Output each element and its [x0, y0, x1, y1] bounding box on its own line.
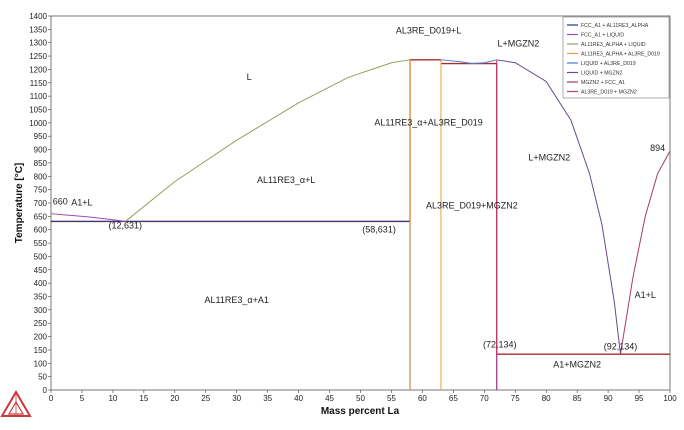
- legend-item-label: LIQUID + AL3RE_D019: [581, 61, 636, 67]
- y-tick-label: 800: [34, 172, 48, 181]
- x-tick-label: 20: [170, 394, 179, 403]
- y-axis-title: Temperature [°C]: [14, 163, 25, 244]
- x-tick-label: 60: [418, 394, 427, 403]
- legend-item-label: AL11RE3_ALPHA + AL3RE_D019: [581, 52, 660, 58]
- annotation-label: A1+L: [71, 198, 92, 208]
- y-tick-label: 550: [34, 239, 48, 248]
- annotation-label: (72,134): [483, 339, 517, 349]
- legend-item-label: AL11RE3_ALPHA + LIQUID: [581, 42, 646, 48]
- y-tick-label: 400: [34, 279, 48, 288]
- y-tick-label: 200: [34, 333, 48, 342]
- y-axis-ticks: 0 50 100 150 200 250 300 350 400 450 500 550 600 650 7…: [29, 12, 51, 395]
- annotation-label: 894: [650, 143, 665, 153]
- x-tick-label: 70: [480, 394, 489, 403]
- annotation-label: L: [247, 72, 252, 82]
- y-tick-label: 100: [34, 359, 48, 368]
- y-tick-label: 250: [34, 319, 48, 328]
- y-tick-label: 600: [34, 226, 48, 235]
- y-tick-label: 1200: [29, 65, 47, 74]
- x-tick-label: 5: [80, 394, 85, 403]
- series-line-4-0: [440, 59, 497, 65]
- annotation-label: L+MGZN2: [528, 152, 570, 162]
- annotation-label: L+MGZN2: [497, 39, 539, 49]
- x-tick-label: 25: [201, 394, 210, 403]
- x-tick-label: 65: [449, 394, 458, 403]
- annotation-label: (92,134): [604, 341, 638, 351]
- y-tick-label: 950: [34, 132, 48, 141]
- x-tick-label: 75: [511, 394, 520, 403]
- annotation-label: AL3RE_D019+L: [396, 25, 461, 35]
- legend-item-label: FCC_A1 + AL11RE3_ALPHA: [581, 23, 649, 29]
- y-tick-label: 300: [34, 306, 48, 315]
- y-tick-label: 350: [34, 293, 48, 302]
- annotation-label: AL11RE3_α+L: [257, 175, 315, 185]
- y-tick-label: 0: [43, 386, 48, 395]
- series-line-6-0: [619, 150, 671, 355]
- series-line-5-0: [496, 59, 621, 355]
- y-tick-label: 1150: [30, 79, 48, 88]
- y-tick-label: 1100: [30, 92, 48, 101]
- legend-item-label: FCC_A1 + LIQUID: [581, 33, 624, 39]
- y-tick-label: 500: [34, 252, 48, 261]
- annotation-label: (12,631): [109, 220, 143, 230]
- y-tick-label: 1350: [29, 25, 47, 34]
- series-line-2-0: [124, 59, 411, 222]
- annotation-label: AL3RE_D019+MGZN2: [426, 200, 518, 210]
- x-tick-label: 95: [635, 394, 644, 403]
- x-tick-label: 50: [356, 394, 365, 403]
- annotation-label: A1+L: [635, 290, 656, 300]
- y-tick-label: 1300: [29, 39, 47, 48]
- y-tick-label: 650: [34, 212, 48, 221]
- x-tick-label: 45: [325, 394, 334, 403]
- x-axis-title: Mass percent La: [321, 406, 400, 417]
- x-tick-label: 55: [387, 394, 396, 403]
- x-tick-label: 100: [663, 394, 677, 403]
- x-tick-label: 35: [263, 394, 272, 403]
- y-tick-label: 150: [34, 346, 48, 355]
- y-tick-label: 850: [34, 159, 48, 168]
- x-axis-ticks: 0 5 10 15 20 25 30 35 40 45 50 55 60 65 70 75 80 85 90 95 10…: [49, 390, 677, 403]
- y-tick-label: 900: [34, 146, 48, 155]
- legend: FCC_A1 + AL11RE3_ALPHA FCC_A1 + LIQUID AL1…: [562, 16, 670, 99]
- lines-layer: [50, 59, 671, 390]
- annotation-label: AL11RE3_α+A1: [205, 295, 269, 305]
- y-tick-label: 1400: [29, 12, 47, 21]
- x-tick-label: 80: [542, 394, 551, 403]
- x-tick-label: 10: [108, 394, 117, 403]
- legend-item-label: AL3RE_D019 + MGZN2: [581, 90, 637, 96]
- y-tick-label: 450: [34, 266, 48, 275]
- y-tick-label: 1250: [29, 52, 47, 61]
- annotation-label: (58,631): [362, 224, 396, 234]
- legend-item-label: LIQUID + MGZN2: [581, 71, 622, 77]
- y-tick-label: 700: [34, 199, 48, 208]
- annotation-label: AL11RE3_α+AL3RE_D019: [374, 118, 482, 128]
- y-tick-label: 1050: [29, 106, 47, 115]
- x-tick-label: 90: [604, 394, 613, 403]
- y-tick-label: 750: [34, 186, 48, 195]
- y-tick-label: 50: [38, 373, 47, 382]
- series-line-1-0: [50, 213, 126, 222]
- annotation-label: 660: [53, 196, 68, 206]
- x-tick-label: 0: [49, 394, 54, 403]
- legend-item-label: MGZN2 + FCC_A1: [581, 80, 625, 86]
- annotations-layer: L L+MGZN2 AL3RE_D019+L L+MGZN2 AL11RE3_α+AL3…: [53, 25, 665, 369]
- x-tick-label: 85: [573, 394, 582, 403]
- x-tick-label: 30: [232, 394, 241, 403]
- x-tick-label: 15: [139, 394, 148, 403]
- legend-box: [562, 16, 670, 99]
- annotation-label: A1+MGZN2: [553, 359, 601, 369]
- thermo-calc-logo: [0, 390, 32, 417]
- x-tick-label: 40: [294, 394, 303, 403]
- y-tick-label: 1000: [29, 119, 47, 128]
